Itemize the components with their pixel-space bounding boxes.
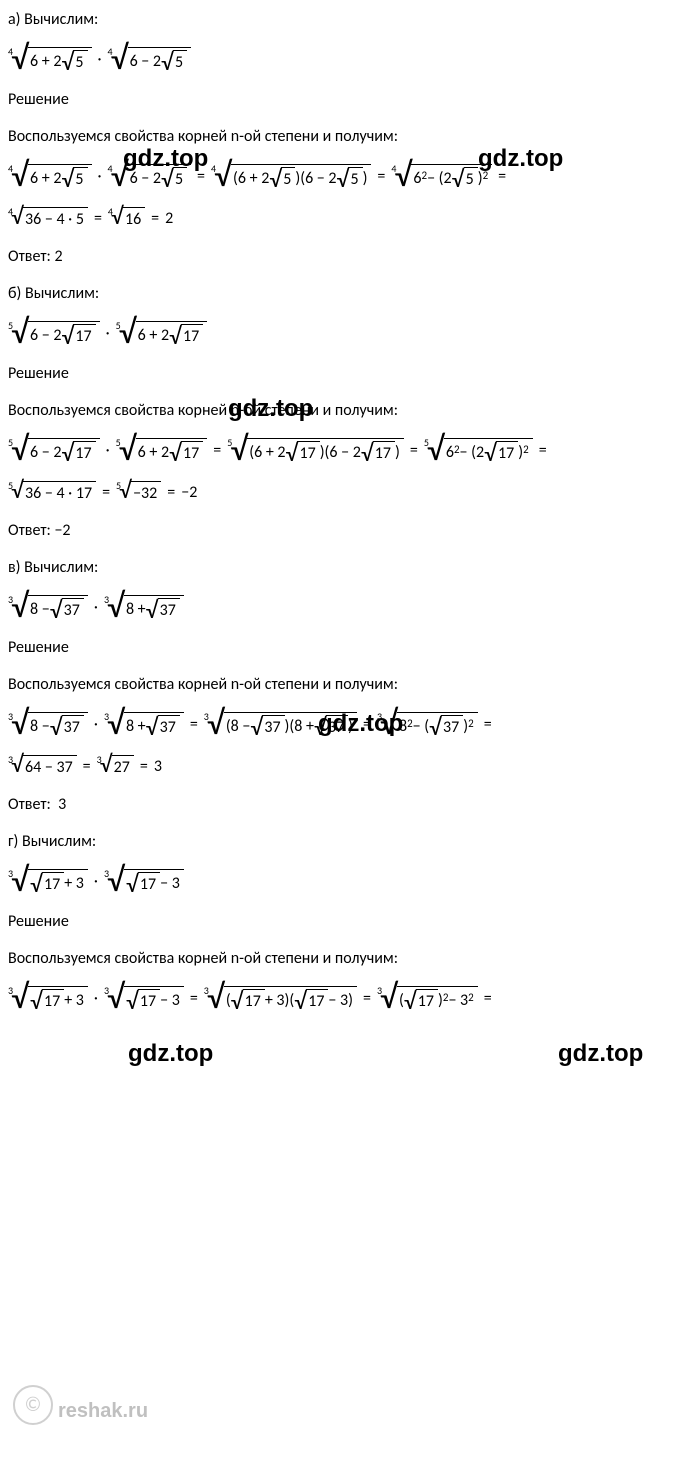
- answer-a: Ответ: 2: [8, 247, 687, 266]
- problem-c-step1: 3 √8 − √37 · 3 √8 + √37 = 3 √(8 − √37)(8…: [8, 712, 687, 737]
- problem-b-step1: 5 √6 − 2√17 · 5 √6 + 2√17 = 5 √(6 + 2√17…: [8, 438, 687, 463]
- problem-b-expression: 5 √6 − 2√17 · 5 √6 + 2√17: [8, 321, 687, 346]
- property-text: Воспользуемся свойства корней n-ой степе…: [8, 949, 687, 968]
- problem-a-expression: 4 √6 + 2√5 · 4 √6 − 2√5: [8, 47, 687, 72]
- problem-d-expression: 3 √√17 + 3 · 3 √√17 − 3: [8, 869, 687, 894]
- solution-label: Решение: [8, 90, 687, 109]
- watermark-gdz: gdz.top: [558, 1040, 643, 1068]
- answer-c: Ответ: 3: [8, 795, 687, 814]
- solution-label: Решение: [8, 638, 687, 657]
- solution-label: Решение: [8, 912, 687, 931]
- watermark-reshak: reshak.ru: [58, 1400, 148, 1423]
- problem-c-step2: 3 √64 − 37 = 3 √27 = 3: [8, 755, 687, 777]
- watermark-gdz: gdz.top: [128, 1040, 213, 1068]
- problem-d-step1: 3 √√17 + 3 · 3 √√17 − 3 = 3 √(√17 + 3)(√…: [8, 986, 687, 1011]
- problem-a-step1: 4 √6 + 2√5 · 4 √6 − 2√5 = 4 √(6 + 2√5)(6…: [8, 164, 687, 189]
- problem-b-heading: б) Вычислим:: [8, 284, 687, 303]
- problem-d-heading: г) Вычислим:: [8, 832, 687, 851]
- problem-b-step2: 5 √36 − 4 · 17 = 5 √−32 = −2: [8, 481, 687, 503]
- answer-b: Ответ: −2: [8, 521, 687, 540]
- property-text: Воспользуемся свойства корней n-ой степе…: [8, 675, 687, 694]
- solution-label: Решение: [8, 364, 687, 383]
- problem-c-heading: в) Вычислим:: [8, 558, 687, 577]
- property-text: Воспользуемся свойства корней n-ой степе…: [8, 127, 687, 146]
- problem-a-step2: 4 √36 − 4 · 5 = 4 √16 = 2: [8, 207, 687, 229]
- copyright-icon: ©: [13, 1385, 53, 1425]
- problem-a-heading: а) Вычислим:: [8, 10, 687, 29]
- problem-c-expression: 3 √8 − √37 · 3 √8 + √37: [8, 595, 687, 620]
- property-text: Воспользуемся свойства корней n-ой степе…: [8, 401, 687, 420]
